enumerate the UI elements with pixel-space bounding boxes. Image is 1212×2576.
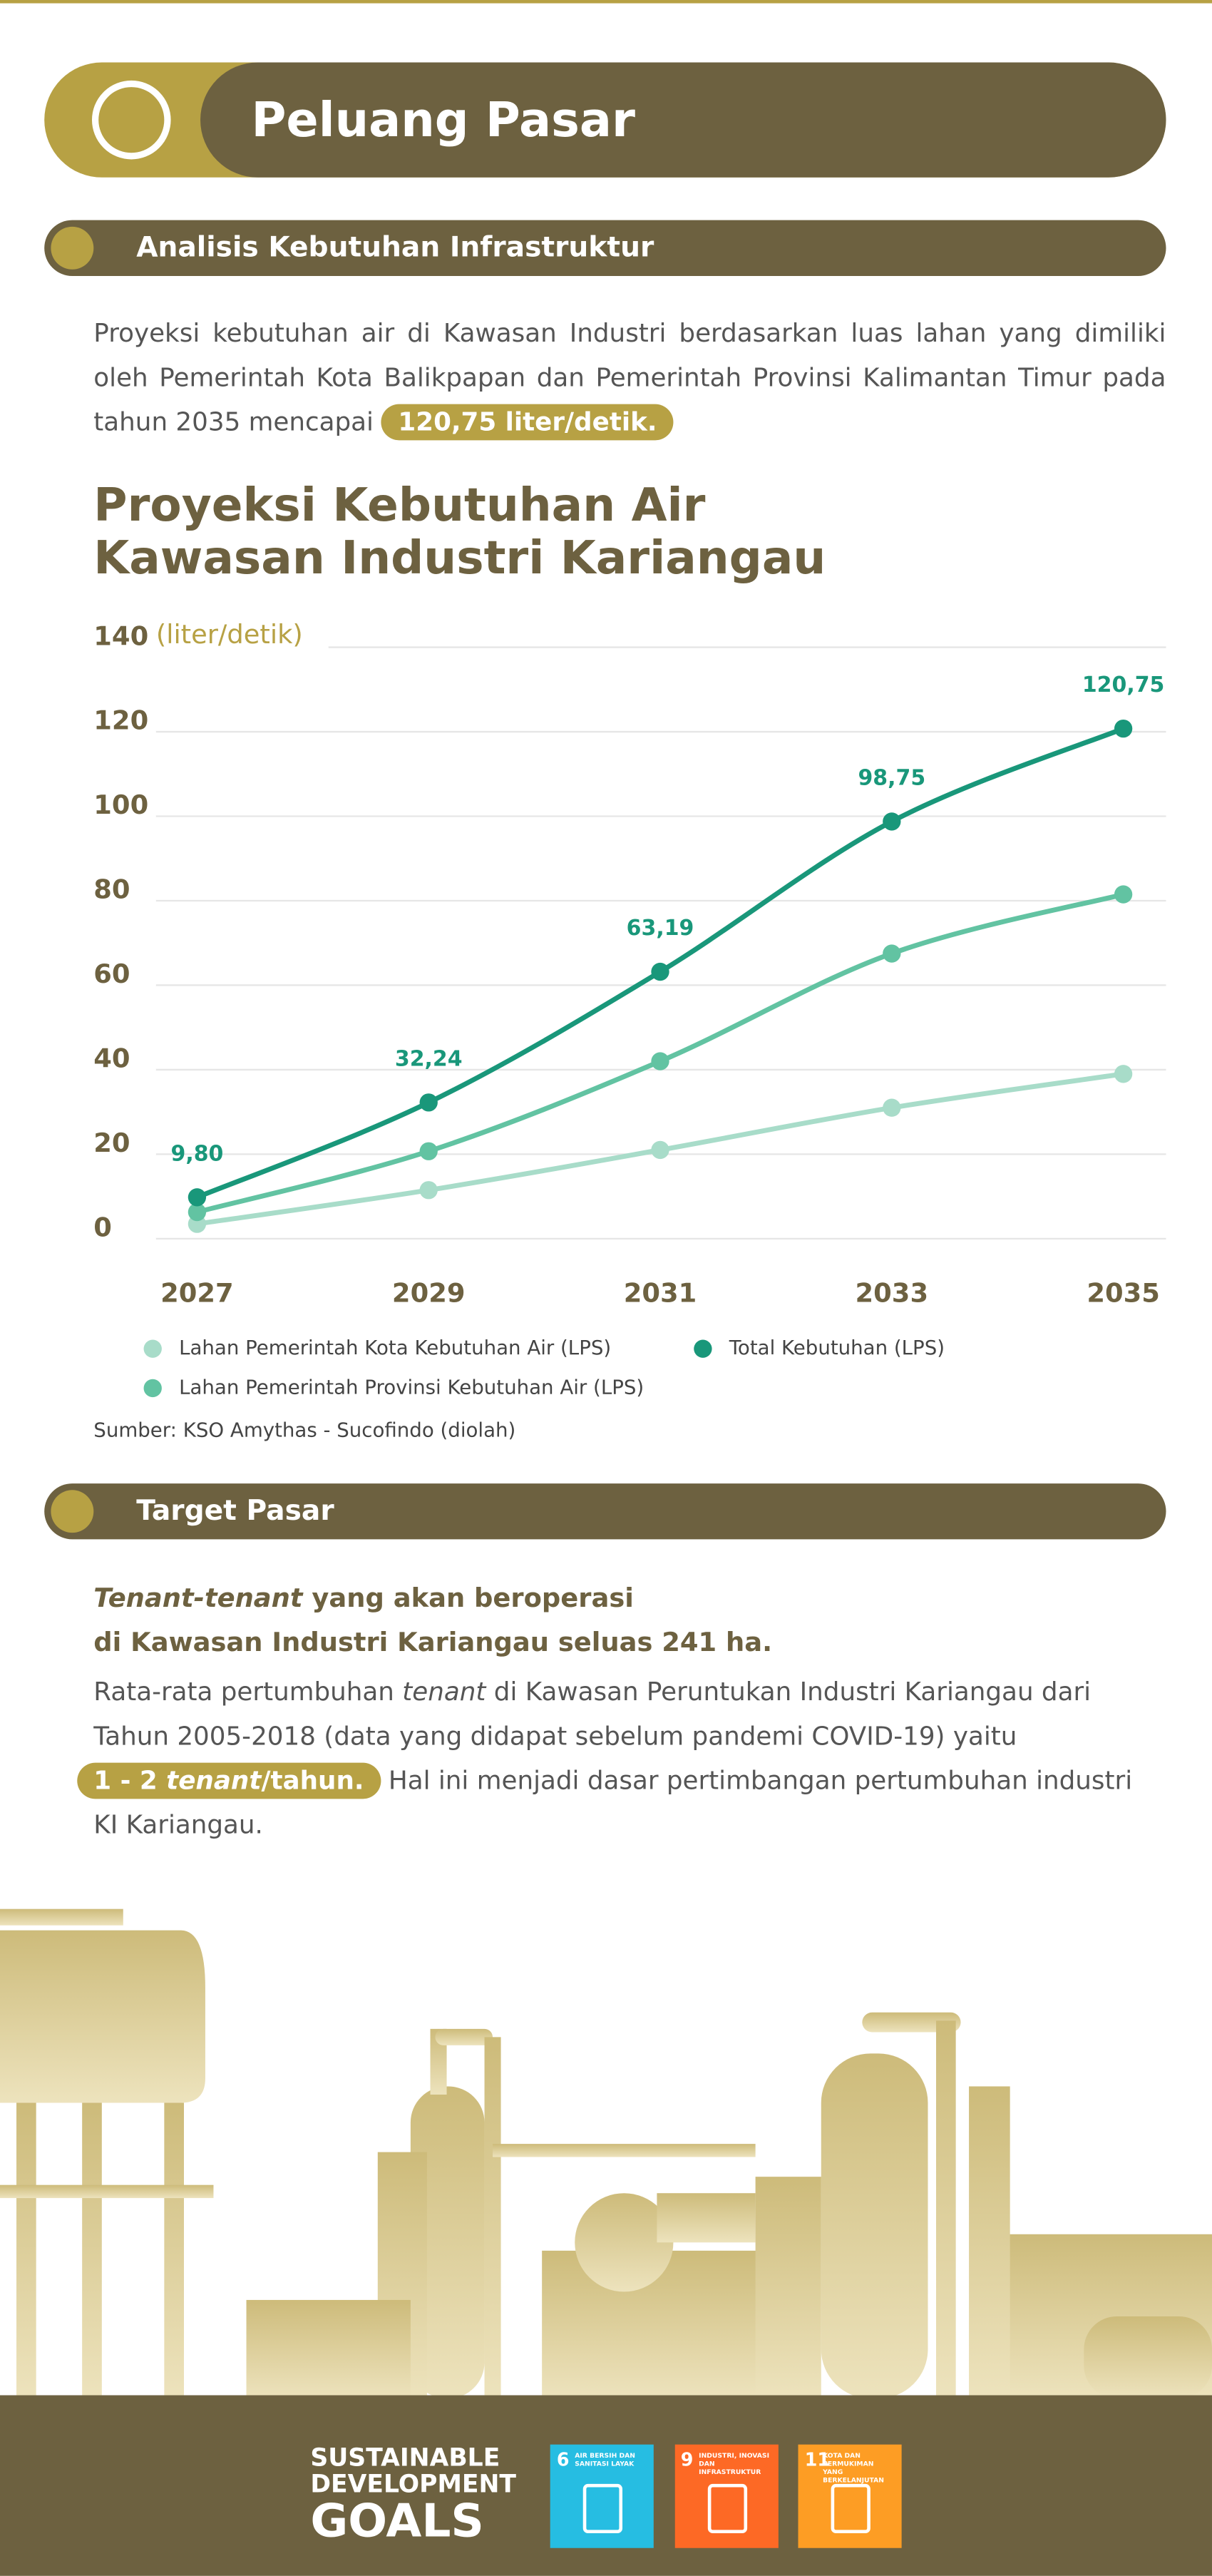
- paragraph-text: Proyeksi kebutuhan air di Kawasan Indust…: [93, 318, 1166, 437]
- pill-text: /tahun.: [261, 1766, 364, 1796]
- y-tick-label: 40: [93, 1043, 130, 1074]
- body-italic: tenant: [402, 1677, 486, 1707]
- sdg-goal: 11 KOTA DAN PERMUKIMAN YANG BERKELANJUTAN: [798, 2444, 902, 2548]
- goal-number: 6: [556, 2449, 570, 2471]
- body-text: di Kawasan Peruntukan Industri Kariangau…: [93, 1677, 1092, 1752]
- sdg-goal: 9 INDUSTRI, INOVASI DAN INFRASTRUKTUR: [674, 2444, 778, 2548]
- chart: (liter/detik) Sumber: KSO Amythas - Suco…: [93, 619, 1166, 1441]
- lead-text: di Kawasan Industri Kariangau seluas 241…: [93, 1626, 773, 1658]
- data-point: [651, 962, 669, 981]
- pill: 1 - 2 tenant/tahun.: [77, 1762, 381, 1799]
- pill-italic: tenant: [166, 1766, 262, 1796]
- industrial-silhouette: [0, 1908, 1212, 2399]
- lead-text: yang akan beroperasi: [312, 1582, 634, 1614]
- y-tick-label: 60: [93, 959, 130, 989]
- pill-text: 1 - 2: [93, 1766, 158, 1796]
- y-tick-label: 100: [93, 789, 148, 820]
- x-tick-label: 2027: [160, 1278, 234, 1309]
- goal-icon: [582, 2483, 623, 2534]
- data-point: [188, 1202, 207, 1222]
- header-icon: [91, 80, 171, 160]
- x-tick-label: 2035: [1087, 1278, 1160, 1309]
- y-tick-label: 0: [93, 1212, 112, 1243]
- goal-number: 11: [804, 2449, 830, 2471]
- section-icon: [51, 226, 94, 270]
- body-text: Hal ini menjadi dasar pertimbangan pertu…: [93, 1766, 1133, 1840]
- data-point: [1114, 1065, 1133, 1083]
- data-point: [419, 1093, 438, 1112]
- source: Sumber: KSO Amythas - Sucofindo (diolah): [93, 1418, 515, 1441]
- y-tick-label: 20: [93, 1128, 130, 1158]
- x-tick-label: 2033: [856, 1278, 929, 1309]
- section-heading: Target Pasar: [136, 1495, 334, 1528]
- data-label: 120,75: [1082, 673, 1165, 697]
- data-label: 98,75: [858, 766, 925, 791]
- data-label: 9,80: [170, 1141, 223, 1166]
- sdg-title: DEVELOPMENT: [310, 2469, 516, 2499]
- data-point: [883, 944, 901, 963]
- goal-icon: [707, 2483, 746, 2534]
- data-point: [419, 1142, 438, 1160]
- highlight: 120,75 liter/detik.: [381, 404, 674, 441]
- header-title-bg: [200, 62, 1166, 178]
- sdg-goal: 6 AIR BERSIH DAN SANITASI LAYAK: [550, 2444, 654, 2548]
- section-icon: [51, 1490, 94, 1533]
- goal-label: AIR BERSIH DAN SANITASI LAYAK: [575, 2450, 635, 2468]
- goal-label: KOTA DAN PERMUKIMAN YANG BERKELANJUTAN: [823, 2450, 884, 2484]
- body-text: Rata-rata pertumbuhan: [93, 1677, 394, 1707]
- data-point: [883, 812, 901, 831]
- section-bar: Analisis Kebutuhan Infrastruktur: [44, 220, 1166, 276]
- legend-marker: [694, 1339, 712, 1358]
- target-lead: Tenant-tenant yang akan beroperasi di Ka…: [93, 1575, 772, 1664]
- sdg-title: GOALS: [310, 2493, 484, 2548]
- data-point: [419, 1181, 438, 1200]
- data-point: [1114, 885, 1133, 904]
- chart-title-line: Kawasan Industri Kariangau: [93, 531, 826, 586]
- data-label: 32,24: [395, 1046, 463, 1071]
- y-tick-label: 120: [93, 705, 148, 736]
- header-title: Peluang Pasar: [251, 91, 635, 148]
- data-label: 63,19: [627, 916, 694, 941]
- legend-label: Total Kebutuhan (LPS): [729, 1336, 945, 1359]
- chart-title-line: Proyeksi Kebutuhan Air: [93, 478, 706, 533]
- x-tick-label: 2031: [624, 1278, 697, 1309]
- sdg-title: SUSTAINABLE: [310, 2443, 500, 2473]
- target-body: Rata-rata pertumbuhan tenant di Kawasan …: [77, 1671, 1144, 1849]
- data-point: [1114, 719, 1133, 738]
- legend-label: Lahan Pemerintah Kota Kebutuhan Air (LPS…: [179, 1336, 611, 1359]
- goal-icon: [831, 2483, 871, 2534]
- goal-label: INDUSTRI, INOVASI DAN INFRASTRUKTUR: [699, 2450, 770, 2476]
- y-tick-label: 140: [93, 620, 148, 651]
- y-axis-label: (liter/detik): [156, 619, 303, 650]
- lead-italic: Tenant-tenant: [93, 1582, 303, 1614]
- legend-label: Lahan Pemerintah Provinsi Kebutuhan Air …: [179, 1375, 644, 1399]
- chart-title: Proyeksi Kebutuhan Air Kawasan Industri …: [93, 478, 826, 586]
- sdg-logo: SUSTAINABLE DEVELOPMENT GOALS: [310, 2445, 516, 2547]
- data-point: [883, 1098, 901, 1117]
- section-bar: Target Pasar: [44, 1483, 1166, 1540]
- legend-marker: [143, 1339, 162, 1358]
- analysis-paragraph: Proyeksi kebutuhan air di Kawasan Indust…: [93, 312, 1166, 446]
- section-heading: Analisis Kebutuhan Infrastruktur: [136, 231, 654, 265]
- x-tick-label: 2029: [392, 1278, 466, 1309]
- goal-number: 9: [680, 2449, 694, 2471]
- top-rule: [0, 0, 1212, 4]
- data-point: [651, 1140, 669, 1160]
- legend-marker: [143, 1379, 162, 1398]
- data-point: [651, 1052, 669, 1070]
- y-tick-label: 80: [93, 874, 130, 905]
- data-point: [188, 1188, 207, 1207]
